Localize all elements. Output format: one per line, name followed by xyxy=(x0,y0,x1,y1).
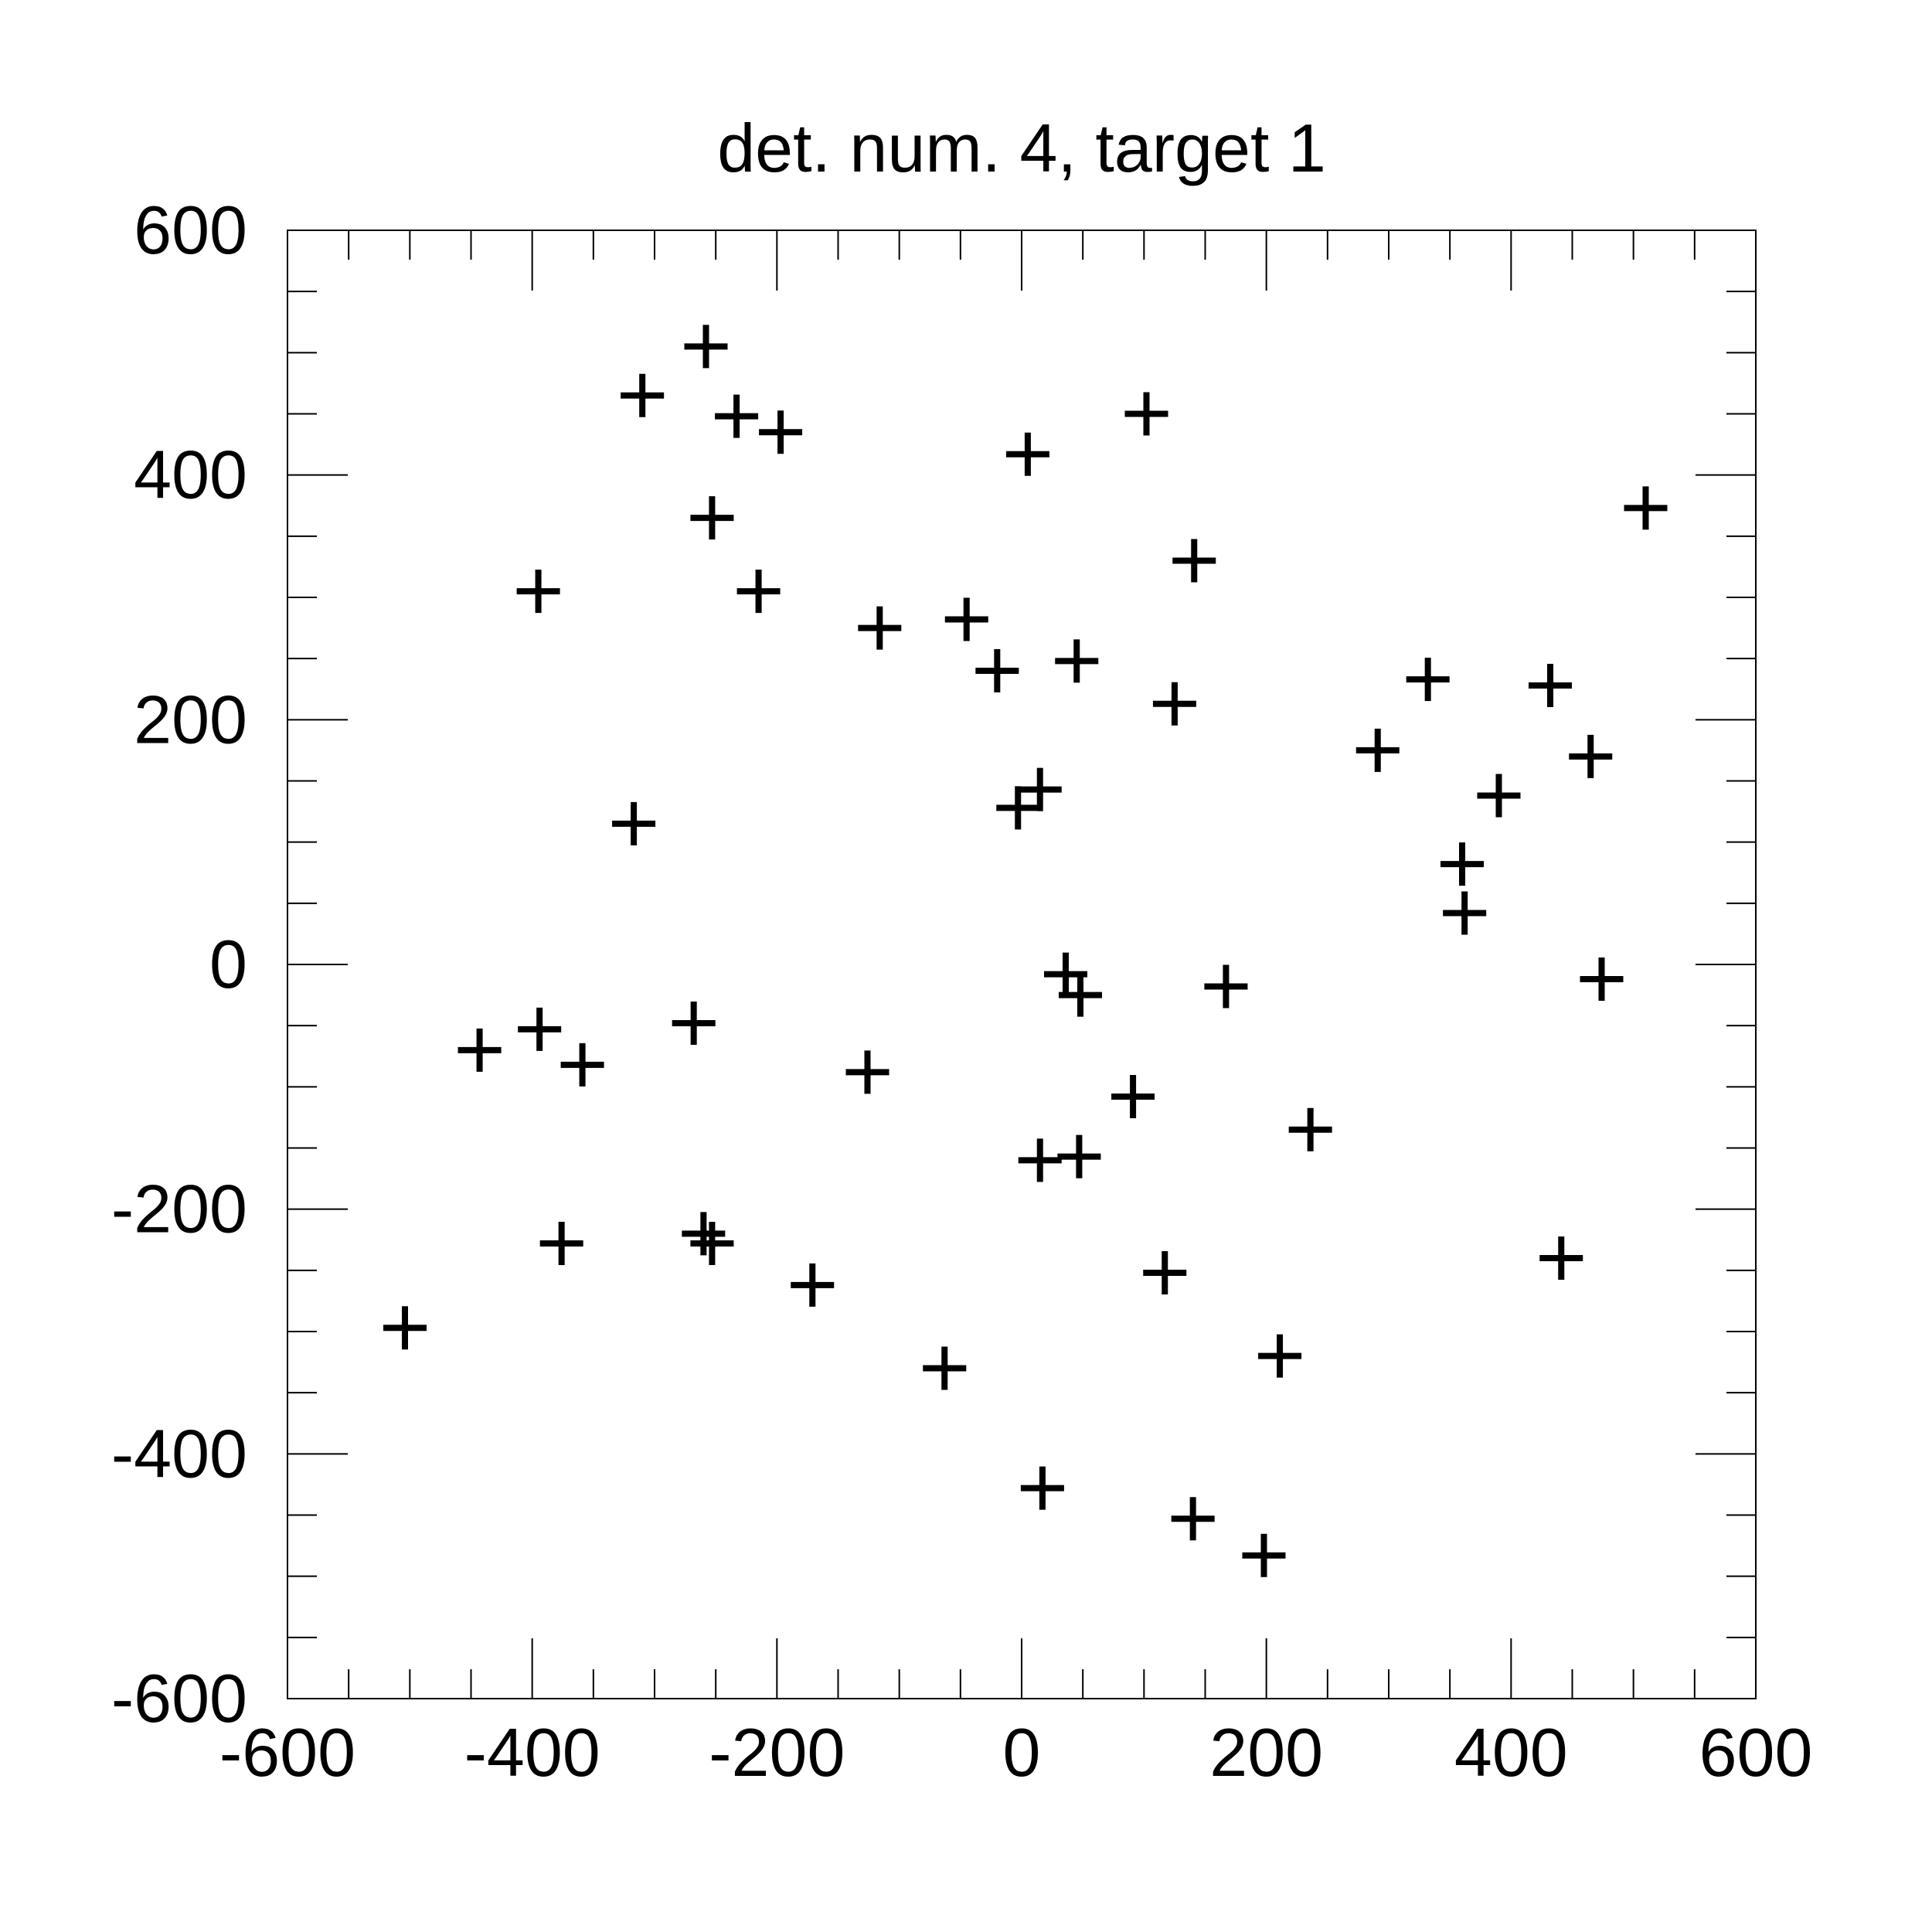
data-point xyxy=(1018,767,1062,811)
data-point xyxy=(1258,1334,1302,1378)
data-point xyxy=(1529,664,1572,707)
plot-frame xyxy=(287,230,1757,1699)
data-point xyxy=(1059,973,1102,1017)
data-point xyxy=(518,1007,562,1051)
y-tick-label: -200 xyxy=(111,1171,247,1247)
data-point xyxy=(1204,964,1248,1009)
data-point xyxy=(672,1002,716,1045)
data-point xyxy=(1569,734,1613,778)
y-tick-label: 0 xyxy=(209,926,247,1002)
data-point xyxy=(516,570,560,614)
data-point xyxy=(1580,957,1624,1001)
y-tick-label: 600 xyxy=(134,192,247,268)
y-tick-label: -400 xyxy=(111,1415,247,1492)
data-point xyxy=(1440,842,1484,886)
data-point xyxy=(1005,432,1049,476)
data-point xyxy=(1477,774,1521,818)
data-point xyxy=(690,1222,734,1265)
data-point xyxy=(1143,1251,1187,1294)
data-point xyxy=(1406,658,1450,702)
data-point xyxy=(1171,1497,1215,1541)
y-tick-label: 400 xyxy=(134,437,247,513)
x-tick-label: -200 xyxy=(709,1714,845,1791)
data-point xyxy=(684,325,728,369)
y-tick-label: -600 xyxy=(111,1660,247,1736)
data-point xyxy=(539,1222,583,1265)
x-tick-label: 400 xyxy=(1454,1714,1568,1791)
data-point xyxy=(759,410,803,454)
data-point xyxy=(621,373,665,417)
data-point xyxy=(1018,1138,1062,1182)
data-point xyxy=(1443,891,1487,935)
data-point xyxy=(1288,1107,1332,1151)
axis-ticks xyxy=(287,230,1757,1699)
chart-title: det. num. 4, target 1 xyxy=(717,110,1326,186)
data-point xyxy=(1172,539,1216,583)
data-point xyxy=(1124,392,1168,436)
data-point xyxy=(1055,639,1099,683)
x-tick-label: 600 xyxy=(1699,1714,1813,1791)
data-point xyxy=(1057,1134,1101,1179)
data-point xyxy=(1111,1075,1155,1118)
data-point xyxy=(457,1028,502,1072)
data-point xyxy=(1355,728,1400,772)
data-point xyxy=(845,1050,889,1094)
data-points xyxy=(383,325,1668,1577)
data-point xyxy=(612,801,656,845)
data-point xyxy=(923,1346,967,1390)
data-point xyxy=(1624,486,1668,530)
y-tick-label: 200 xyxy=(134,681,247,757)
data-point xyxy=(791,1263,835,1307)
data-point xyxy=(1539,1236,1583,1280)
data-point xyxy=(736,570,781,614)
x-tick-label: -600 xyxy=(219,1714,355,1791)
data-point xyxy=(975,649,1019,692)
x-axis-tick-labels: -600 -400 -200 0 200 400 600 xyxy=(219,1714,1812,1791)
data-point xyxy=(1242,1533,1286,1577)
data-point xyxy=(383,1306,427,1350)
data-point xyxy=(996,786,1040,830)
data-point xyxy=(715,394,759,438)
data-point xyxy=(1020,1466,1064,1510)
x-tick-label: -400 xyxy=(464,1714,600,1791)
x-tick-label: 200 xyxy=(1209,1714,1323,1791)
data-point xyxy=(1152,682,1196,726)
data-point xyxy=(560,1043,604,1087)
data-point xyxy=(944,597,988,641)
y-axis-tick-labels: -600 -400 -200 0 200 400 600 xyxy=(111,192,247,1736)
data-point xyxy=(682,1212,726,1256)
data-point xyxy=(858,606,902,650)
x-tick-label: 0 xyxy=(1003,1714,1041,1791)
data-point xyxy=(690,496,734,540)
